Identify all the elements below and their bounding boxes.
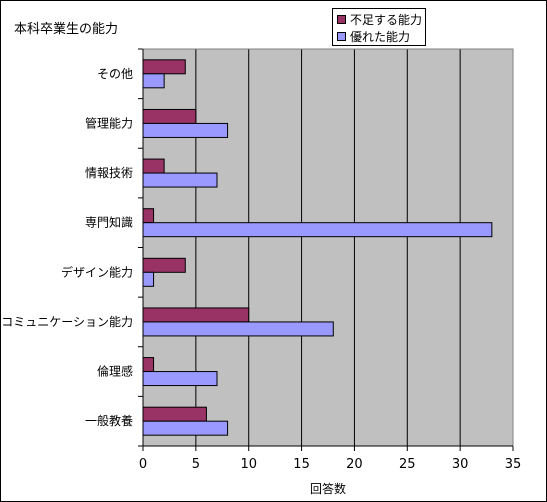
bar-excellent <box>142 420 229 436</box>
chart-legend: 不足する能力 優れた能力 <box>332 8 426 46</box>
bar-excellent <box>142 222 493 238</box>
legend-swatch-excellent <box>337 31 346 41</box>
legend-label-shortage: 不足する能力 <box>350 12 423 27</box>
legend-label-excellent: 優れた能力 <box>350 29 411 44</box>
bar-shortage <box>142 59 186 75</box>
bar-shortage <box>142 406 207 422</box>
chart-title: 本科卒業生の能力 <box>14 22 119 37</box>
x-tick-label: 0 <box>139 457 147 472</box>
x-tick-label: 20 <box>346 457 363 472</box>
bar-shortage <box>142 208 155 224</box>
bar-excellent <box>142 321 334 337</box>
y-category-label: デザイン能力 <box>61 264 133 279</box>
bar-excellent <box>142 73 165 89</box>
y-category-label: 倫理感 <box>97 364 133 379</box>
legend-item-excellent: 優れた能力 <box>337 28 410 44</box>
bar-shortage <box>142 108 197 124</box>
y-category-label: 管理能力 <box>85 115 133 130</box>
y-category-label: その他 <box>97 67 133 81</box>
bar-shortage <box>142 307 250 323</box>
x-tick-label: 30 <box>452 457 469 472</box>
bar-excellent <box>142 271 155 287</box>
x-tick-label: 5 <box>192 457 200 472</box>
y-category-label: 情報技術 <box>85 166 133 180</box>
legend-swatch-shortage <box>337 14 346 24</box>
bar-excellent <box>142 371 218 387</box>
x-tick-label: 25 <box>399 457 416 472</box>
legend-item-shortage: 不足する能力 <box>337 11 422 27</box>
bar-shortage <box>142 158 165 174</box>
x-tick-label: 10 <box>240 457 257 472</box>
y-category-label: 一般教養 <box>85 413 133 428</box>
bar-excellent <box>142 122 229 138</box>
plot-area <box>143 49 513 446</box>
y-category-label: コミュニケーション能力 <box>1 315 133 329</box>
bar-shortage <box>142 257 186 273</box>
x-tick-label: 35 <box>505 457 522 472</box>
x-tick-label: 15 <box>293 457 310 472</box>
bar-excellent <box>142 172 218 188</box>
bar-shortage <box>142 357 155 373</box>
y-category-label: 専門知識 <box>85 216 133 230</box>
x-axis-title: 回答数 <box>310 481 346 496</box>
